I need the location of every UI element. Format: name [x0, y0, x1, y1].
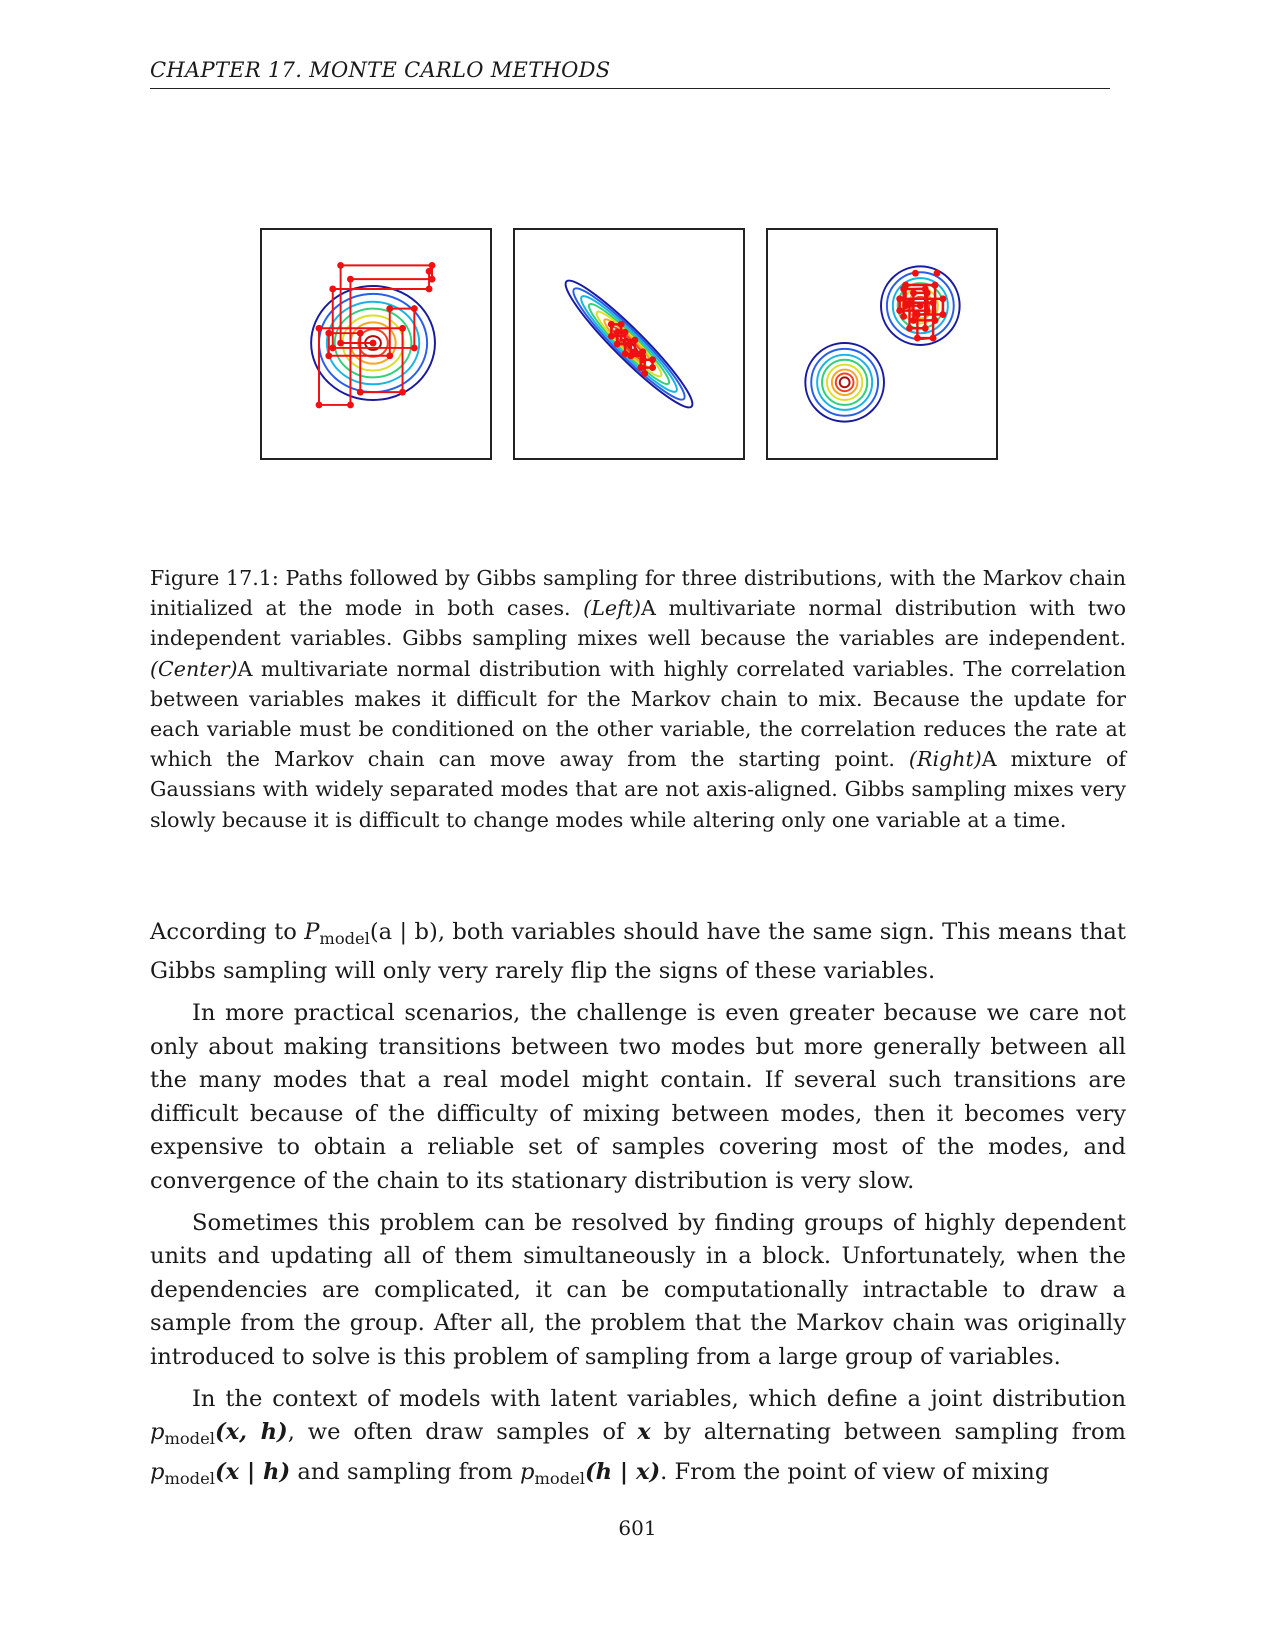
p4-math-x: x [637, 1419, 651, 1446]
paragraph-2: In more practical scenarios, the challen… [150, 1000, 1126, 1195]
panel-left-plot [310, 261, 436, 409]
figure-caption: Figure 17.1: Paths followed by Gibbs sam… [150, 563, 1126, 835]
p4-math-p2: p [150, 1458, 165, 1485]
p4-text-d: and sampling from [290, 1458, 520, 1485]
caption-text-3: A multivariate normal distribution with … [150, 656, 1126, 772]
p1-math-arg: (a | b) [369, 919, 438, 945]
paragraph-4: In the context of models with latent var… [150, 1383, 1126, 1496]
caption-left-tag: (Left) [583, 596, 642, 621]
p4-math-sub3: model [534, 1468, 585, 1488]
caption-right-tag: (Right) [908, 747, 982, 772]
right-path-points [896, 269, 947, 342]
running-header: CHAPTER 17. MONTE CARLO METHODS [150, 58, 1110, 89]
p4-text-b: , we often draw samples of [287, 1419, 638, 1446]
caption-text-2: A multivariate normal distribution with … [150, 596, 1126, 651]
p4-text-e: . From the point of view of mixing [660, 1458, 1050, 1485]
figure-17-1 [260, 228, 1000, 464]
caption-text-1: Paths followed by Gibbs sampling for thr… [150, 566, 1126, 621]
p1-text-a: According to [150, 919, 305, 945]
p4-math-sub2: model [164, 1468, 215, 1488]
p4-math-p3: p [520, 1458, 535, 1485]
p4-math-args2: (x | h) [214, 1458, 291, 1485]
p4-text-c: by alternating between sampling from [650, 1419, 1126, 1446]
p1-math-P: P [304, 919, 320, 945]
paragraph-1: According to Pmodel(a | b), both variabl… [150, 916, 1126, 989]
p4-text-a: In the context of models with latent var… [192, 1385, 1126, 1412]
caption-center-tag: (Center) [150, 656, 238, 681]
page-number: 601 [618, 1516, 657, 1540]
p1-text-b: , both variables should have the same si… [150, 919, 1126, 985]
p4-math-p1: p [150, 1419, 165, 1446]
left-path-points [315, 261, 436, 409]
center-path-points [607, 320, 657, 377]
p4-math-args1: (x, h) [214, 1419, 288, 1446]
panel-center [513, 228, 745, 460]
panel-right [766, 228, 998, 460]
caption-text-4: A mixture of Gaussians with widely separ… [150, 747, 1126, 832]
panel-right-plot [804, 265, 961, 423]
panel-left [260, 228, 492, 460]
paragraph-3: Sometimes this problem can be resolved b… [150, 1209, 1126, 1370]
p1-math-sub: model [319, 928, 370, 948]
p4-math-sub1: model [164, 1429, 215, 1449]
body-text: According to Pmodel(a | b), both variabl… [150, 916, 1126, 1503]
panel-center-plot [564, 279, 694, 409]
caption-label: Figure 17.1: [150, 566, 279, 590]
p4-math-args3: (h | x) [584, 1458, 661, 1485]
